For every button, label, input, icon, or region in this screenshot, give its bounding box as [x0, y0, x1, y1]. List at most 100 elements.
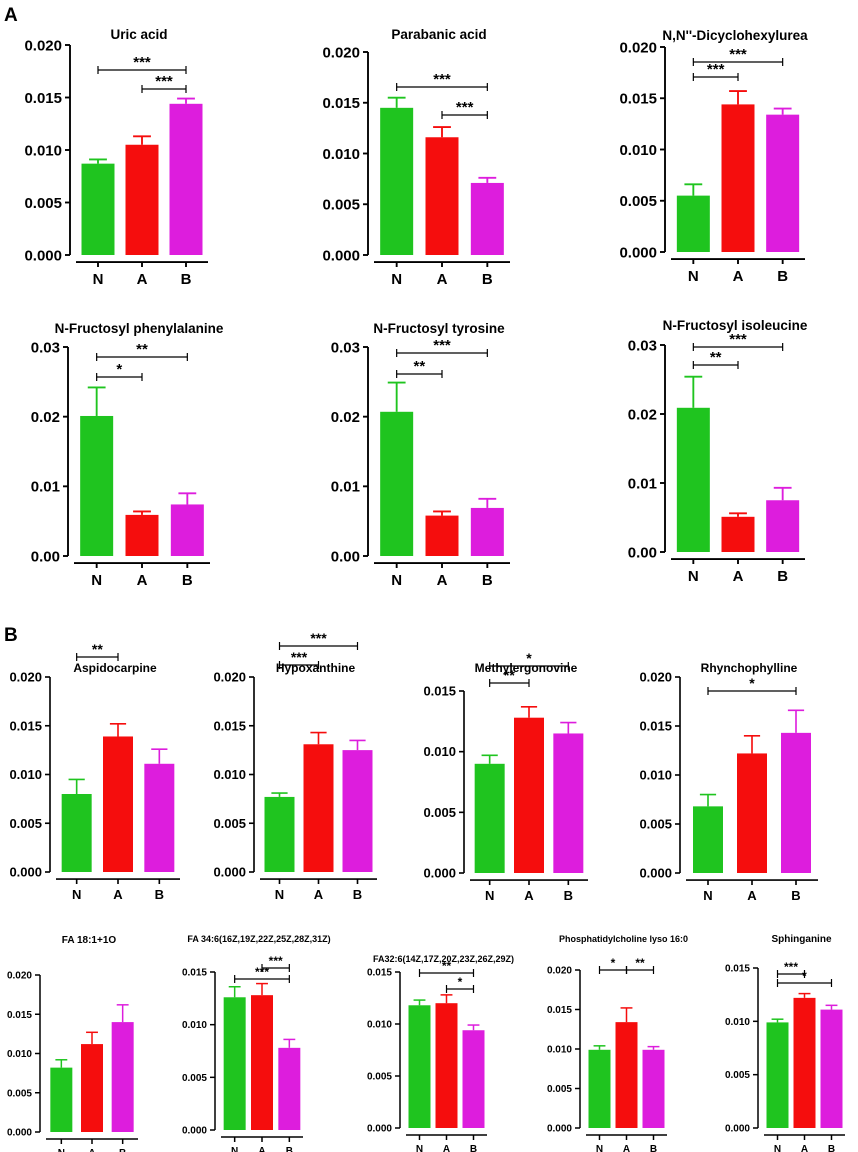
x-tick-label: B	[777, 268, 788, 285]
y-tick-label: 0.020	[9, 670, 42, 685]
y-tick-label: 0.020	[322, 44, 360, 61]
y-tick-label: 0.005	[367, 1072, 392, 1083]
bar-a	[514, 717, 544, 873]
y-tick-label: 0.000	[9, 865, 42, 880]
x-tick-label: A	[801, 1144, 808, 1152]
chart-title: FA32:6(14Z,17Z,20Z,23Z,26Z,29Z)	[373, 954, 514, 964]
bar-a	[425, 515, 459, 556]
y-tick-label: 0.015	[182, 968, 207, 979]
y-tick-label: 0.03	[331, 339, 360, 356]
x-tick-label: N	[391, 271, 402, 288]
y-tick-label: 0.015	[423, 684, 456, 699]
chart-1: Uric acid 0.000 0.005 0.010 0.015 0.020 N A B ***…	[24, 27, 208, 288]
y-tick-label: 0.015	[725, 964, 750, 975]
x-tick-label: B	[353, 887, 362, 902]
y-tick-label: 0.000	[213, 865, 246, 880]
chart-title: Parabanic acid	[391, 27, 486, 42]
chart-8: Hypoxanthine 0.000 0.005 0.010 0.015 0.020 N A B…	[213, 630, 377, 902]
y-tick-label: 0.015	[7, 1010, 32, 1021]
y-tick-label: 0.010	[213, 767, 246, 782]
bar-b	[462, 1030, 485, 1128]
x-tick-label: N	[72, 887, 81, 902]
y-tick-label: 0.005	[322, 197, 360, 214]
y-tick-label: 0.015	[639, 719, 672, 734]
y-tick-label: 0.010	[639, 768, 672, 783]
y-tick-label: 0.000	[367, 1124, 392, 1135]
y-tick-label: 0.010	[9, 767, 42, 782]
y-tick-label: 0.000	[182, 1126, 207, 1137]
significance-label: *	[526, 650, 532, 666]
y-tick-label: 0.010	[725, 1017, 750, 1028]
significance-label: ***	[291, 649, 308, 665]
bar-a	[737, 753, 767, 873]
y-tick-label: 0.015	[547, 1005, 572, 1016]
y-tick-label: 0.02	[628, 406, 657, 423]
bar-n	[588, 1049, 611, 1128]
y-tick-label: 0.000	[639, 866, 672, 881]
bar-b	[278, 1047, 301, 1130]
significance-label: **	[635, 956, 645, 970]
chart-title: N-Fructosyl phenylalanine	[55, 321, 224, 336]
y-tick-label: 0.010	[322, 146, 360, 163]
significance-label: *	[458, 975, 463, 989]
chart-title: N,N''-Dicyclohexylurea	[662, 28, 808, 43]
bar-a	[103, 736, 133, 872]
x-tick-label: N	[391, 572, 402, 589]
bar-n	[693, 806, 723, 873]
bar-b	[766, 500, 800, 552]
significance-label: *	[749, 675, 755, 691]
x-tick-label: B	[470, 1144, 477, 1152]
x-tick-label: A	[747, 888, 757, 903]
x-tick-label: A	[733, 568, 744, 585]
y-tick-label: 0.00	[628, 544, 657, 561]
y-tick-label: 0.015	[9, 718, 42, 733]
y-tick-label: 0.005	[423, 805, 456, 820]
significance-label: **	[413, 358, 425, 375]
bar-a	[615, 1022, 638, 1128]
y-tick-label: 0.015	[619, 91, 657, 108]
x-tick-label: B	[777, 568, 788, 585]
y-tick-label: 0.020	[24, 37, 62, 54]
chart-title: FA 18:1+1O	[62, 935, 117, 946]
significance-label: ***	[433, 337, 451, 354]
y-tick-label: 0.010	[24, 142, 62, 159]
y-tick-label: 0.005	[7, 1088, 32, 1099]
significance-label: ***	[133, 54, 151, 71]
bar-n	[50, 1067, 73, 1132]
panel-label-a: A	[4, 5, 18, 26]
chart-4: N-Fructosyl phenylalanine 0.00 0.01 0.02 0.0…	[31, 321, 224, 589]
significance-label: **	[92, 641, 103, 657]
x-tick-label: B	[650, 1144, 657, 1152]
bar-n	[408, 1005, 431, 1128]
y-tick-label: 0.015	[24, 90, 62, 107]
chart-14: Phosphatidylcholine lyso 16:0 0.000 0.005 0…	[547, 934, 688, 1152]
y-tick-label: 0.000	[619, 244, 657, 261]
x-tick-label: B	[791, 888, 800, 903]
chart-title: FA 34:6(16Z,19Z,22Z,25Z,28Z,31Z)	[187, 934, 330, 944]
x-tick-label: A	[314, 887, 324, 902]
y-tick-label: 0.005	[725, 1070, 750, 1081]
y-tick-label: 0.005	[24, 195, 62, 212]
chart-11: FA 18:1+1O 0.000 0.005 0.010 0.015 0.020 N A B	[7, 935, 138, 1152]
y-tick-label: 0.010	[423, 744, 456, 759]
significance-label: ***	[784, 960, 798, 974]
y-tick-label: 0.000	[725, 1124, 750, 1135]
bar-b	[169, 103, 203, 255]
bar-a	[435, 1003, 458, 1128]
chart-10: Rhynchophylline 0.000 0.005 0.010 0.015 0.020…	[639, 661, 818, 903]
x-tick-label: N	[58, 1148, 65, 1152]
y-tick-label: 0.00	[31, 548, 60, 565]
y-tick-label: 0.015	[322, 95, 360, 112]
significance-label: *	[611, 956, 616, 970]
y-tick-label: 0.010	[182, 1020, 207, 1031]
x-tick-label: B	[828, 1144, 835, 1152]
x-tick-label: B	[482, 271, 493, 288]
chart-3: N,N''-Dicyclohexylurea 0.000 0.005 0.010 0.0…	[619, 28, 808, 285]
x-tick-label: A	[443, 1144, 450, 1152]
bar-a	[303, 744, 334, 872]
y-tick-label: 0.01	[331, 479, 360, 496]
chart-12: FA 34:6(16Z,19Z,22Z,25Z,28Z,31Z) 0.000 0.0…	[182, 934, 331, 1152]
chart-7: Aspidocarpine 0.000 0.005 0.010 0.015 0.020 N A…	[9, 641, 180, 902]
y-tick-label: 0.03	[628, 337, 657, 354]
chart-title: Phosphatidylcholine lyso 16:0	[559, 934, 688, 944]
